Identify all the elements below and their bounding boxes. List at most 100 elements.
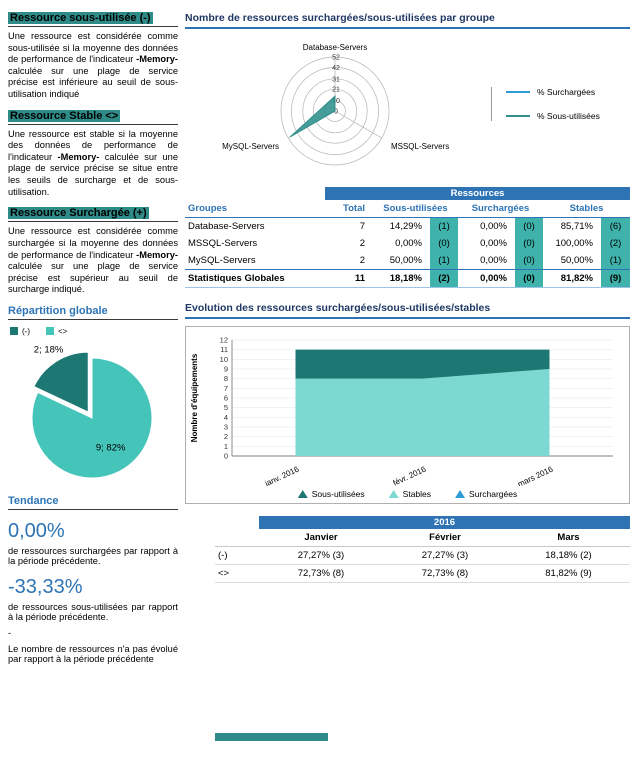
cell-stables-pct: 81,82% <box>543 269 601 288</box>
trend-overloaded-value: 0,00% <box>8 519 65 542</box>
evolution-section-title: Evolution des ressources surchargées/sou… <box>185 302 630 319</box>
svg-text:2; 18%: 2; 18% <box>34 345 64 356</box>
cell-group: Statistiques Globales <box>185 269 325 288</box>
trend-dash: - <box>8 627 12 638</box>
definition-section-underused: Ressource sous-utilisée (-) Une ressourc… <box>8 12 178 101</box>
table-row: MSSQL-Servers 2 0,00% (0) 0,00% (0) 100,… <box>185 235 631 252</box>
cell-group: MySQL-Servers <box>188 255 256 266</box>
cell-fevrier: 27,27% (3) <box>383 546 507 565</box>
cell-sous-pct: 0,00% <box>395 238 422 249</box>
cell-janvier: 72,73% (8) <box>259 564 383 583</box>
cell-total: 2 <box>359 255 365 266</box>
definition-title-underused: Ressource sous-utilisée (-) <box>8 12 153 24</box>
table-row: (-) 27,27% (3) 27,27% (3) 18,18% (2) <box>215 546 630 565</box>
repartition-title: Répartition globale <box>8 304 108 317</box>
svg-text:1: 1 <box>224 442 228 451</box>
cell-stables-count: (1) <box>601 252 631 270</box>
radar-legend: % Surchargées % Sous-utilisées <box>491 87 600 121</box>
definition-body-overloaded: Une ressource est considérée comme surch… <box>8 226 178 295</box>
table-total-row: Statistiques Globales 11 18,18% (2) 0,00… <box>185 269 631 288</box>
cell-stables-pct: 100,00% <box>555 238 593 249</box>
svg-text:4: 4 <box>224 413 228 422</box>
svg-text:42: 42 <box>332 65 340 72</box>
row-label: (-) <box>215 546 259 565</box>
pie-legend-item-stable: <> <box>46 327 67 336</box>
svg-text:9: 9 <box>224 365 228 374</box>
table1-banner: Ressources <box>325 187 631 200</box>
cell-sous-count: (1) <box>430 217 458 235</box>
radar-section-title: Nombre de ressources surchargées/sous-ut… <box>185 12 630 29</box>
cell-janvier: 27,27% (3) <box>259 546 383 565</box>
svg-text:mars 2016: mars 2016 <box>516 464 555 486</box>
table2-banner-row: 2016 <box>215 516 630 529</box>
cell-sur-count: (0) <box>515 269 543 288</box>
definition-body-underused: Une ressource est considérée comme sous-… <box>8 31 178 100</box>
table-row: Database-Servers 7 14,29% (1) 0,00% (0) … <box>185 217 631 235</box>
radar-legend-item-overloaded: % Surchargées <box>506 87 600 97</box>
trend-note: Le nombre de ressources n'a pas évolué p… <box>8 643 178 664</box>
col-total: Total <box>325 200 373 218</box>
monthly-table: 2016 Janvier Février Mars (-) 27,27% (3)… <box>215 516 630 583</box>
definition-title-overloaded: Ressource Surchargée (+) <box>8 207 149 220</box>
cell-mars: 81,82% (9) <box>507 564 630 583</box>
svg-text:10: 10 <box>332 98 340 105</box>
cell-sur-pct: 0,00% <box>458 269 515 288</box>
svg-text:9; 82%: 9; 82% <box>96 442 126 453</box>
cell-sur-count: (0) <box>515 217 543 235</box>
memory-indicator-label: -Memory- <box>136 54 178 65</box>
memory-indicator-label: -Memory- <box>136 249 178 260</box>
col-sous-utilisees: Sous-utilisées <box>373 200 458 218</box>
cell-sur-pct: 0,00% <box>480 238 507 249</box>
cell-stables-count: (9) <box>601 269 631 288</box>
svg-text:6: 6 <box>224 394 228 403</box>
svg-text:MSSQL-Servers: MSSQL-Servers <box>391 142 449 151</box>
svg-text:janv. 2016: janv. 2016 <box>263 464 301 486</box>
empty-cell <box>215 516 259 529</box>
partial-table-header-bar <box>215 733 328 741</box>
svg-text:11: 11 <box>220 345 228 354</box>
svg-text:5: 5 <box>224 403 228 412</box>
table-row: MySQL-Servers 2 50,00% (1) 0,00% (0) 50,… <box>185 252 631 270</box>
cell-sous-pct: 18,18% <box>373 269 430 288</box>
svg-text:0: 0 <box>224 452 228 461</box>
underused-swatch <box>10 327 18 336</box>
cell-sous-count: (2) <box>430 269 458 288</box>
radar-section: 0 10 21 31 42 52 Database-Servers MSSQL-Servers… <box>185 33 630 175</box>
resources-table: Ressources Groupes Total Sous-utilisées … <box>185 187 631 288</box>
svg-text:2: 2 <box>224 432 228 441</box>
area-chart-legend: Sous-utilisées Stables Surchargées <box>186 489 629 499</box>
sidebar: Ressource sous-utilisée (-) Une ressourc… <box>8 12 178 670</box>
underused-triangle-swatch <box>297 490 308 498</box>
col-groupes: Groupes <box>185 200 325 218</box>
col-fevrier: Février <box>383 529 507 547</box>
svg-text:31: 31 <box>332 76 340 83</box>
cell-total: 7 <box>359 221 365 232</box>
cell-stables-count: (6) <box>601 217 631 235</box>
overloaded-line-swatch <box>506 91 530 93</box>
table2-header-row: Janvier Février Mars <box>215 529 630 547</box>
tendance-title: Tendance <box>8 494 59 507</box>
evolution-chart-box: 0 1 2 3 4 5 6 7 8 9 10 11 12 janv. 2016 févr. 2016 mars… <box>185 326 630 504</box>
cell-group: Database-Servers <box>188 221 265 232</box>
svg-text:févr. 2016: févr. 2016 <box>392 464 428 486</box>
svg-text:21: 21 <box>332 87 340 94</box>
divider <box>8 508 178 510</box>
empty-cell <box>185 187 325 200</box>
cell-sous-count: (1) <box>430 252 458 270</box>
col-surchargees: Surchargées <box>458 200 543 218</box>
cell-stables-count: (2) <box>601 235 631 252</box>
svg-text:10: 10 <box>220 355 228 364</box>
underused-line-swatch <box>506 115 530 117</box>
definition-title-stable: Ressource Stable <> <box>8 109 121 122</box>
cell-sous-pct: 50,00% <box>389 255 422 266</box>
svg-text:MySQL-Servers: MySQL-Servers <box>222 142 279 151</box>
group-radar-chart: 0 10 21 31 42 52 Database-Servers MSSQL-Servers… <box>222 43 449 166</box>
cell-stables-pct: 85,71% <box>560 221 593 232</box>
pie-legend: (-) <> <box>10 327 178 336</box>
cell-sur-count: (0) <box>515 235 543 252</box>
table1-header-row: Groupes Total Sous-utilisées Surchargées… <box>185 200 631 218</box>
radar-legend-item-underused: % Sous-utilisées <box>506 111 600 121</box>
trend-overloaded-caption: de ressources surchargées par rapport à … <box>8 545 178 566</box>
col-janvier: Janvier <box>259 529 383 547</box>
